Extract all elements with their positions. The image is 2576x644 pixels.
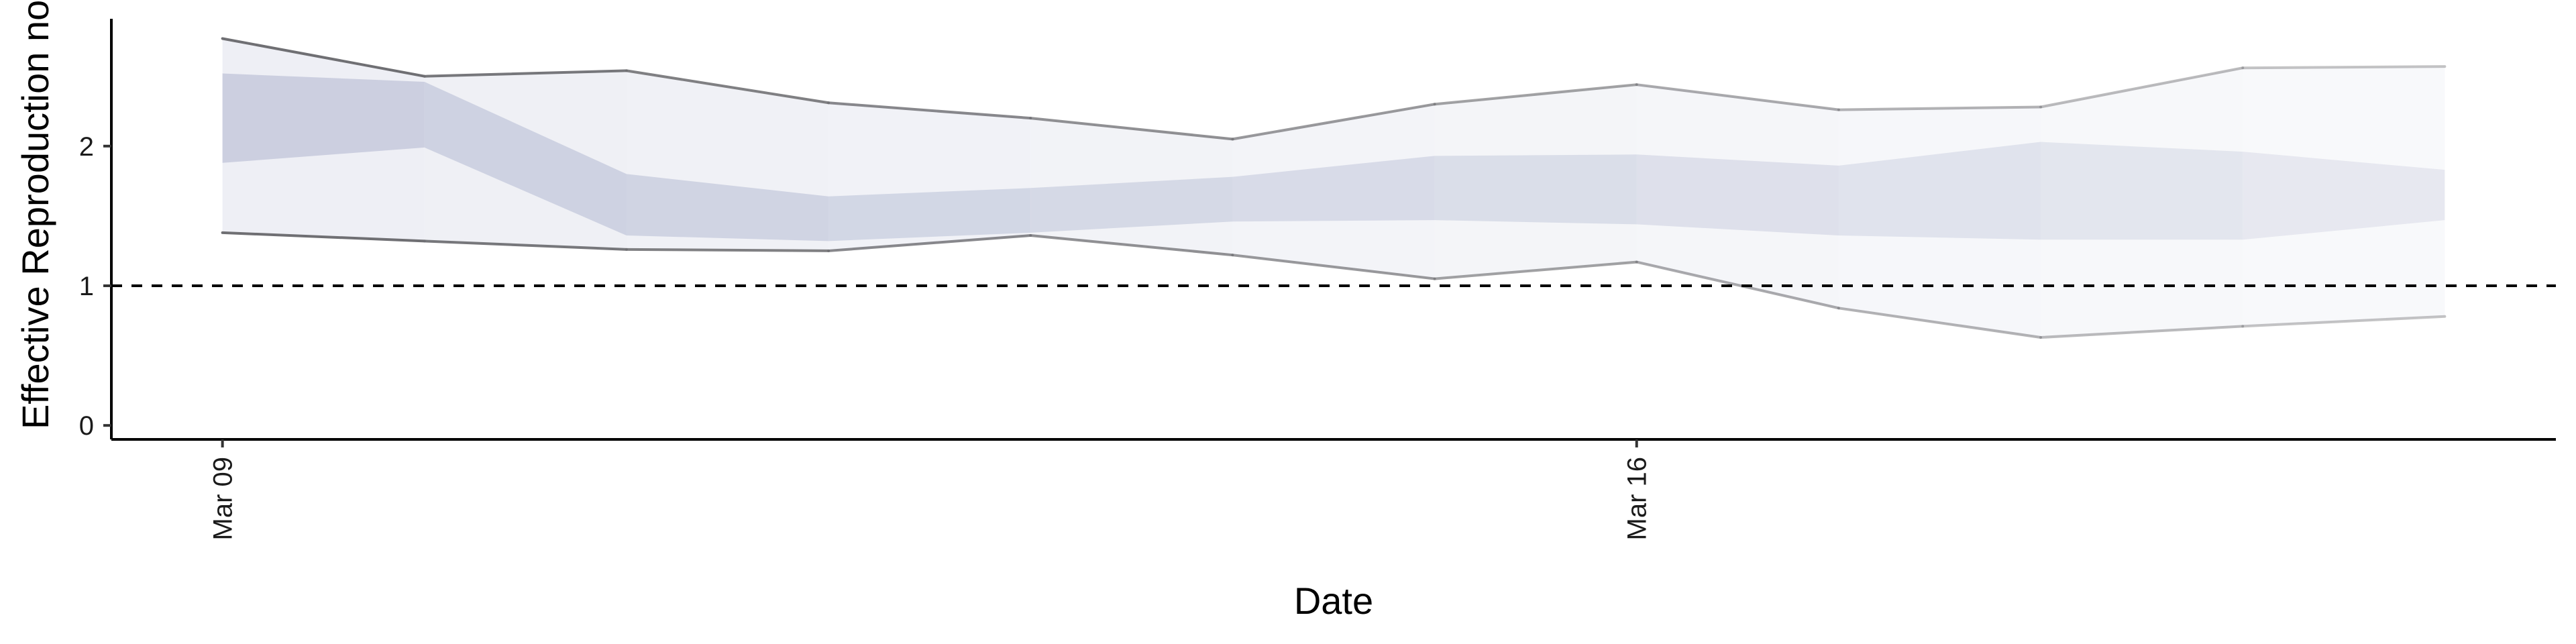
interval-bound-lines — [221, 37, 2447, 339]
upper-bound-segment — [625, 69, 830, 105]
lower-bound-segment — [1635, 260, 1840, 310]
band-90-segment — [1838, 107, 2041, 338]
band-90-segment — [1434, 85, 1637, 279]
band-90-segment — [1030, 118, 1233, 256]
upper-bound-segment — [1635, 83, 1840, 111]
upper-bound-segment — [423, 69, 628, 78]
lower-bound-segment — [221, 231, 426, 243]
band-90-segment — [1232, 104, 1435, 279]
y-tick-label: 2 — [79, 132, 94, 162]
lower-bound-segment — [1837, 307, 2043, 339]
band-50-segment — [828, 188, 1031, 241]
band-50-segment — [424, 82, 627, 236]
lower-bound-segment — [1231, 254, 1436, 280]
band-90-segment — [2243, 66, 2445, 327]
x-tick-label: Mar 09 — [209, 457, 238, 541]
lower-bound-segment — [625, 248, 830, 252]
upper-bound-segment — [2039, 66, 2245, 109]
upper-bound-segment — [1029, 117, 1234, 141]
upper-bound-segment — [1433, 83, 1638, 106]
upper-bound-segment — [2241, 65, 2447, 70]
lower-bound-segment — [1029, 234, 1234, 257]
upper-bound-segment — [221, 37, 426, 78]
band-50-segment — [2041, 142, 2243, 240]
y-axis-ticks: 0 1 2 — [79, 132, 111, 441]
lower-bound-segment — [423, 239, 628, 251]
lower-bound-segment — [827, 234, 1032, 252]
band-50-segment — [626, 174, 829, 241]
upper-bound-segment — [1231, 103, 1436, 141]
lower-bound-segment — [1433, 260, 1638, 280]
band-90-segment — [2041, 68, 2243, 338]
x-axis-title: Date — [1294, 580, 1373, 622]
x-axis-ticks: Mar 09 Mar 16 — [209, 439, 1652, 541]
band-90-segment — [1636, 85, 1839, 309]
upper-bound-segment — [1837, 105, 2043, 111]
band-50-segment — [1030, 176, 1233, 233]
band-50-segment — [222, 73, 425, 163]
y-axis-title: Effective Reproduction no. — [14, 0, 56, 429]
band-50-segment — [1434, 154, 1637, 225]
axes — [110, 19, 2556, 441]
credible-interval-bands — [222, 38, 2445, 338]
y-tick-label: 0 — [79, 411, 94, 441]
band-50-segment — [1838, 142, 2041, 240]
band-50-segment — [2243, 152, 2445, 240]
x-tick-label: Mar 16 — [1623, 457, 1652, 541]
lower-bound-segment — [2241, 315, 2447, 328]
lower-bound-segment — [2039, 325, 2245, 339]
band-50-segment — [1636, 154, 1839, 236]
upper-bound-segment — [827, 101, 1032, 120]
band-50-segment — [1232, 156, 1435, 222]
y-tick-label: 1 — [79, 272, 94, 301]
